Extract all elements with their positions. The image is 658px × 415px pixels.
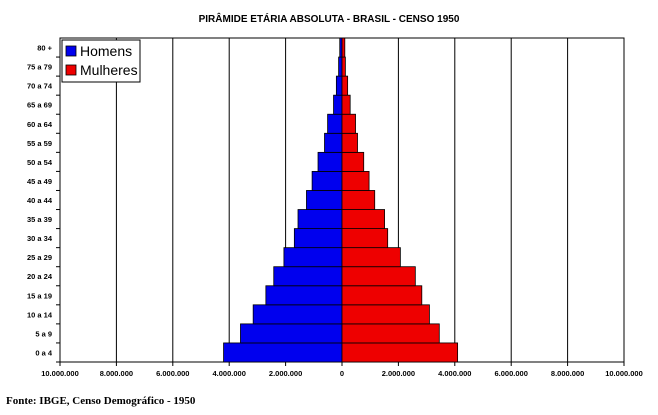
- y-tick-label: 25 a 29: [27, 253, 52, 262]
- bar-mulheres: [341, 113, 356, 134]
- bar-mulheres: [341, 228, 389, 249]
- bar-mulheres: [341, 209, 385, 229]
- y-tick-label: 15 a 19: [27, 291, 52, 300]
- bar-mulheres: [341, 151, 365, 172]
- bar-mulheres: [341, 56, 346, 77]
- bar-mulheres: [341, 342, 459, 363]
- chart-title: PIRÂMIDE ETÁRIA ABSOLUTA - BRASIL - CENS…: [199, 12, 460, 25]
- bar-homens: [265, 285, 343, 306]
- y-tick-label: 50 a 54: [27, 158, 53, 167]
- bar-mulheres: [341, 247, 401, 268]
- x-tick-label: 4.000.000: [438, 369, 471, 378]
- bar-homens: [252, 304, 343, 325]
- y-tick-label: 80 +: [37, 44, 52, 53]
- bar-mulheres: [341, 266, 416, 287]
- x-tick-label: 6.000.000: [156, 369, 189, 378]
- bar-mulheres: [341, 304, 430, 325]
- plot-area: 10.000.000 8.000.000 6.000.000 4.000.000 2.0…: [27, 37, 643, 378]
- bar-homens: [297, 209, 343, 229]
- y-tick-label: 30 a 34: [27, 234, 53, 243]
- bar-mulheres: [341, 323, 440, 344]
- bar-homens: [338, 56, 343, 77]
- x-tick-label: 8.000.000: [551, 369, 584, 378]
- y-tick-label: 75 a 79: [27, 63, 52, 72]
- y-tick-label: 5 a 9: [35, 329, 52, 338]
- x-tick-label: 10.000.000: [41, 369, 79, 378]
- bar-mulheres: [341, 190, 376, 210]
- y-tick-label: 70 a 74: [27, 82, 53, 91]
- y-tick-label: 0 a 4: [35, 348, 53, 357]
- bar-mulheres: [341, 132, 358, 153]
- legend-label-mulheres: Mulheres: [80, 62, 138, 78]
- y-tick-label: 10 a 14: [27, 310, 53, 319]
- bar-mulheres: [341, 94, 351, 115]
- bar-mulheres: [341, 285, 423, 306]
- bar-mulheres: [341, 75, 349, 96]
- x-tick-label: 2.000.000: [382, 369, 415, 378]
- bar-homens: [333, 94, 343, 115]
- x-tick-label: 6.000.000: [495, 369, 528, 378]
- bar-homens: [273, 266, 343, 287]
- bar-homens: [317, 151, 343, 172]
- y-tick-label: 20 a 24: [27, 272, 53, 281]
- y-tick-label: 65 a 69: [27, 101, 52, 110]
- bar-homens: [223, 342, 343, 363]
- bar-homens: [283, 247, 343, 268]
- x-tick-label: 2.000.000: [269, 369, 302, 378]
- bar-homens: [240, 323, 343, 344]
- y-tick-label: 40 a 44: [27, 196, 53, 205]
- x-tick-label: 4.000.000: [213, 369, 246, 378]
- bar-homens: [311, 171, 343, 191]
- y-tick-label: 45 a 49: [27, 177, 52, 186]
- legend-swatch-mulheres: [65, 64, 77, 76]
- x-tick-label: 0: [340, 369, 344, 378]
- bar-homens: [293, 228, 343, 249]
- bar-mulheres: [341, 37, 346, 58]
- bar-homens: [335, 75, 343, 96]
- x-tick-label: 8.000.000: [100, 369, 133, 378]
- legend-swatch-homens: [65, 45, 77, 57]
- bar-homens: [327, 113, 343, 134]
- y-tick-label: 60 a 64: [27, 120, 53, 129]
- bar-homens: [324, 132, 343, 153]
- y-tick-label: 55 a 59: [27, 139, 52, 148]
- bar-homens: [306, 190, 343, 210]
- y-tick-label: 35 a 39: [27, 215, 52, 224]
- source-note: Fonte: IBGE, Censo Demográfico - 1950: [6, 395, 196, 407]
- bar-mulheres: [341, 171, 370, 191]
- x-tick-label: 10.000.000: [605, 369, 643, 378]
- legend-label-homens: Homens: [80, 43, 132, 59]
